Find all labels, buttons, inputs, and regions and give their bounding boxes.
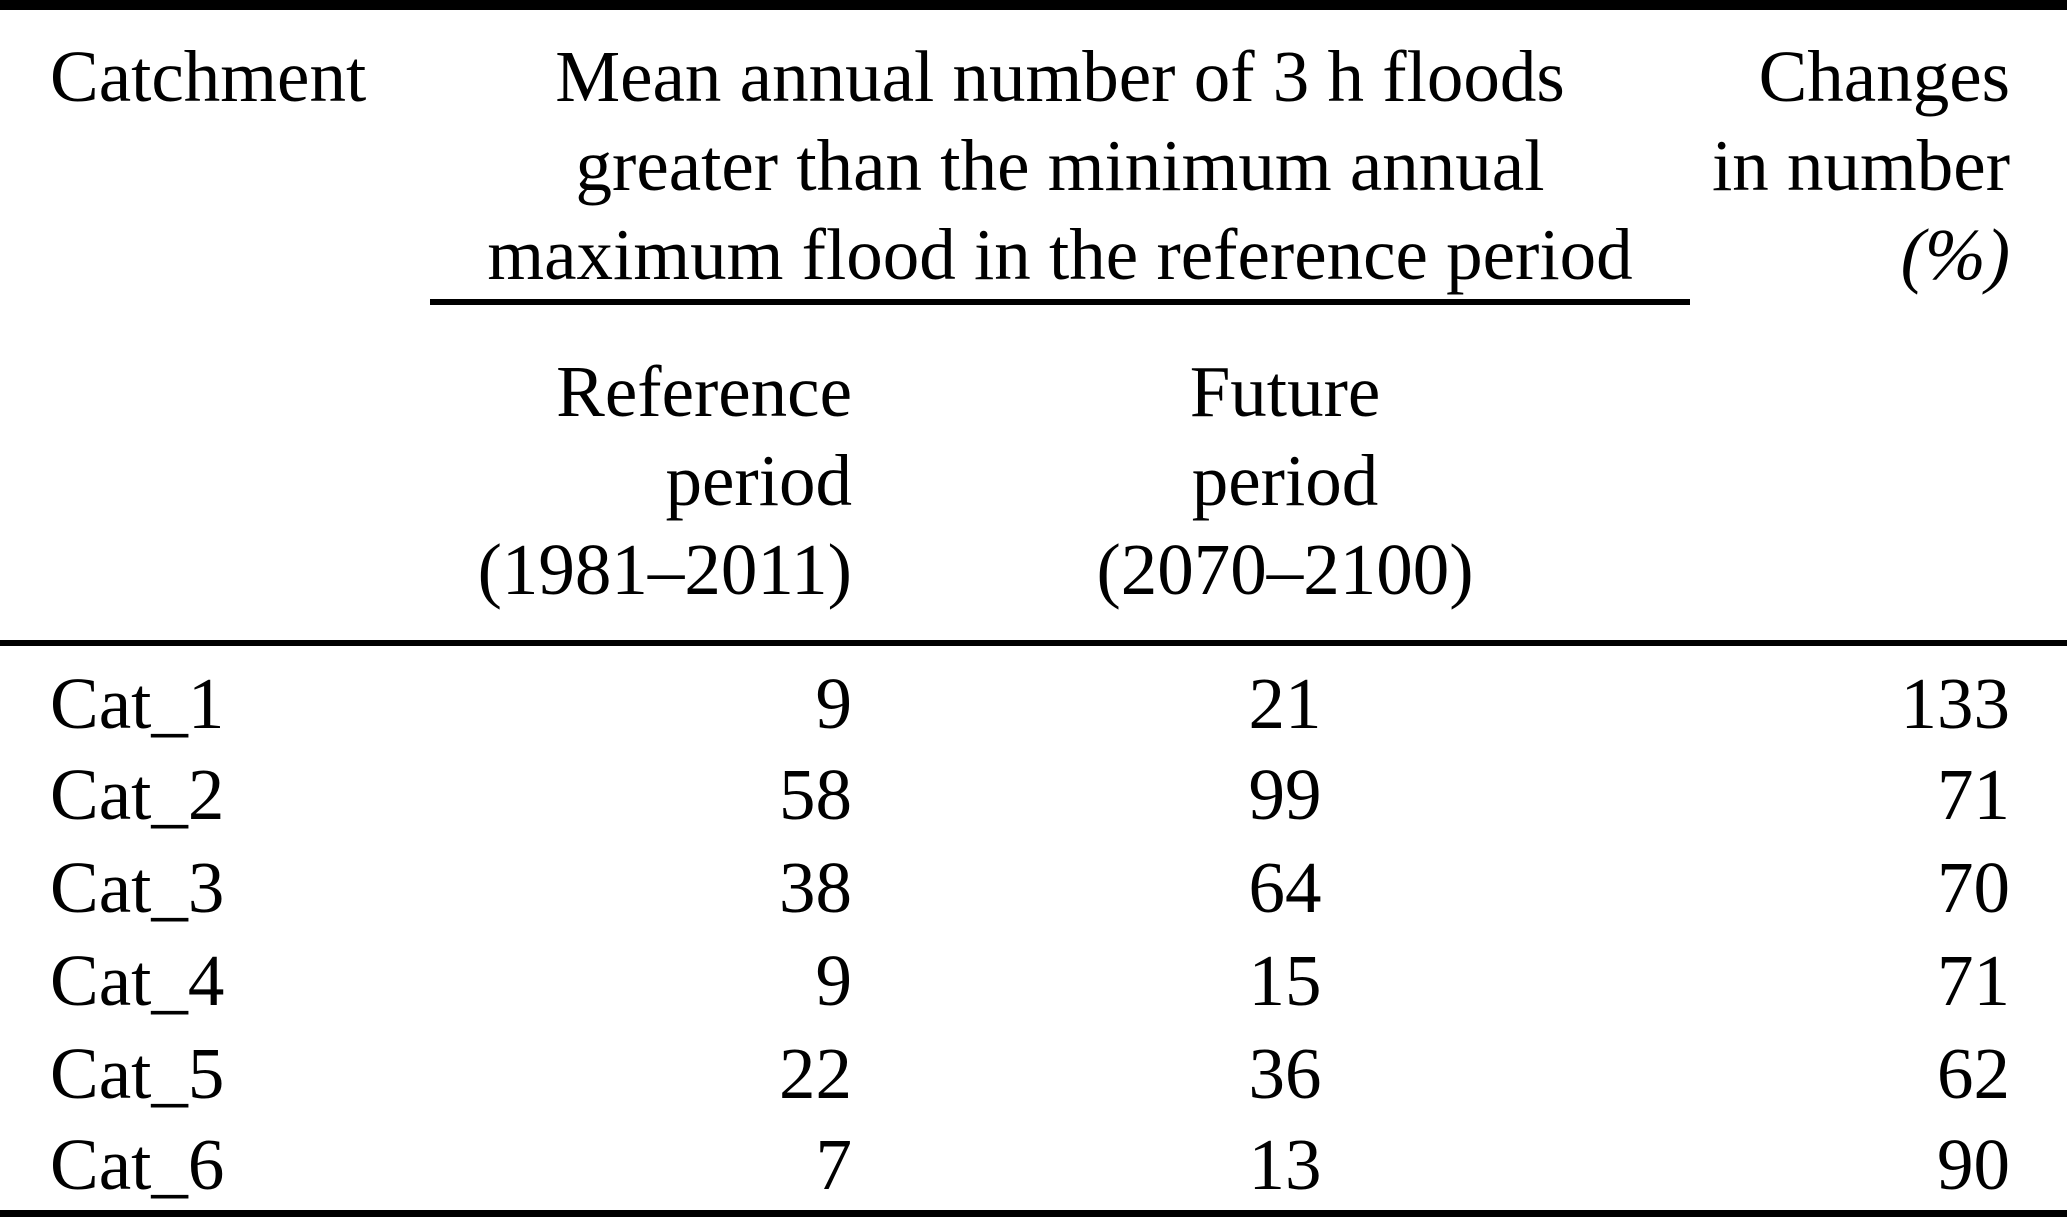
cell-catchment: Cat_6 xyxy=(50,1123,225,1205)
cell-future-value: 13 xyxy=(1248,1123,1322,1205)
header-future-line: period xyxy=(1191,440,1379,521)
table-row: Cat_5 22 36 62 xyxy=(0,1027,2067,1120)
header-changes-percent-line: (%) xyxy=(1900,214,2011,295)
cell-future-value: 21 xyxy=(1248,663,1322,744)
cell-future-value: 64 xyxy=(1248,846,1322,928)
header-span-mean-annual: Mean annual number of 3 h floods greater… xyxy=(430,5,1691,305)
header-future-line: (2070–2100) xyxy=(1096,529,1474,610)
cell-reference-value: 9 xyxy=(815,663,853,744)
cell-change-value: 133 xyxy=(1900,663,2011,744)
cell-future-value: 99 xyxy=(1248,753,1322,835)
table-row: Cat_6 7 13 90 xyxy=(0,1120,2067,1213)
table-row: Cat_1 9 21 133 xyxy=(0,643,2067,748)
cell-reference-value: 58 xyxy=(779,753,852,835)
cell-change-value: 90 xyxy=(1937,1123,2011,1205)
table-header: Catchment Mean annual number of 3 h floo… xyxy=(0,5,2067,646)
header-changes: Changes in number (%) xyxy=(1690,5,2067,302)
table-row: Cat_4 9 15 71 xyxy=(0,934,2067,1027)
cell-catchment: Cat_5 xyxy=(50,1032,225,1114)
cell-reference-value: 9 xyxy=(815,939,853,1021)
cell-change-value: 62 xyxy=(1937,1032,2011,1114)
header-reference-line: period xyxy=(665,440,853,521)
header-changes-line: in number xyxy=(1711,125,2011,206)
header-catchment-label: Catchment xyxy=(50,36,367,117)
cell-catchment: Cat_1 xyxy=(50,663,225,744)
cell-catchment: Cat_2 xyxy=(50,753,225,835)
header-row-sub: Reference period (1981–2011) Future peri… xyxy=(0,302,2067,646)
header-catchment: Catchment xyxy=(0,5,430,302)
header-sub-empty-right xyxy=(1690,302,2067,646)
cell-future-value: 15 xyxy=(1248,939,1322,1021)
cell-change-value: 71 xyxy=(1937,939,2011,1021)
header-span-line: maximum flood in the reference period xyxy=(487,214,1633,295)
header-future-period: Future period (2070–2100) xyxy=(880,302,1691,646)
cell-future-value: 36 xyxy=(1248,1032,1322,1114)
cell-change-value: 71 xyxy=(1937,753,2011,835)
table-row: Cat_3 38 64 70 xyxy=(0,841,2067,934)
header-future-line: Future xyxy=(1189,351,1381,432)
cell-reference-value: 38 xyxy=(779,846,852,928)
cell-reference-value: 22 xyxy=(779,1032,852,1114)
cell-reference-value: 7 xyxy=(815,1123,853,1205)
header-reference-line: Reference xyxy=(556,351,852,432)
cell-catchment: Cat_3 xyxy=(50,846,225,928)
header-reference-period: Reference period (1981–2011) xyxy=(430,302,880,646)
cell-change-value: 70 xyxy=(1937,846,2011,928)
header-row-top: Catchment Mean annual number of 3 h floo… xyxy=(0,5,2067,305)
table-row: Cat_2 58 99 71 xyxy=(0,748,2067,841)
header-reference-line: (1981–2011) xyxy=(477,529,852,610)
header-span-line: greater than the minimum annual xyxy=(575,125,1545,206)
header-span-line: Mean annual number of 3 h floods xyxy=(555,36,1565,117)
table-body: Cat_1 9 21 133 Cat_2 58 99 71 Cat_3 38 6… xyxy=(0,643,2067,1213)
cell-catchment: Cat_4 xyxy=(50,939,225,1021)
header-sub-empty-left xyxy=(0,302,430,646)
header-changes-line: Changes xyxy=(1758,36,2011,117)
